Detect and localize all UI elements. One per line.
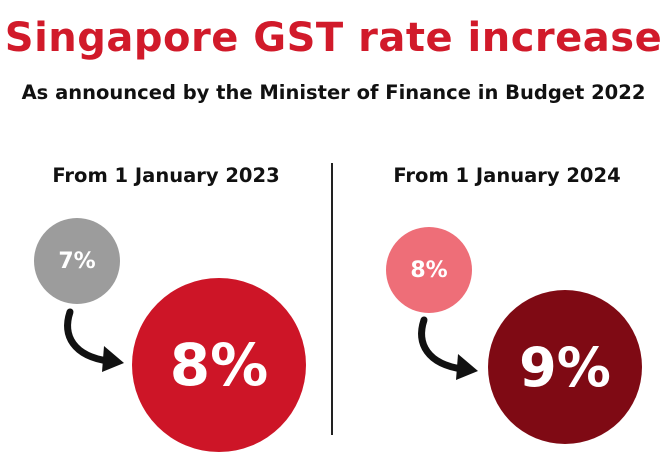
left-previous-rate: 7%: [58, 248, 96, 274]
left-new-rate: 8%: [169, 331, 269, 399]
page-subtitle: As announced by the Minister of Finance …: [21, 81, 646, 104]
left-new-rate-circle: 8%: [132, 278, 306, 452]
right-column-heading: From 1 January 2024: [393, 164, 621, 187]
curved-arrow-icon: [64, 308, 124, 372]
right-previous-rate-circle: 8%: [386, 227, 472, 313]
left-previous-rate-circle: 7%: [34, 218, 120, 304]
curved-arrow-icon: [418, 316, 478, 380]
right-new-rate-circle: 9%: [488, 290, 642, 444]
column-divider: [331, 163, 333, 435]
left-column-heading: From 1 January 2023: [52, 164, 280, 187]
page-title: Singapore GST rate increase: [4, 15, 663, 61]
right-previous-rate: 8%: [410, 257, 448, 283]
right-new-rate: 9%: [519, 335, 611, 399]
